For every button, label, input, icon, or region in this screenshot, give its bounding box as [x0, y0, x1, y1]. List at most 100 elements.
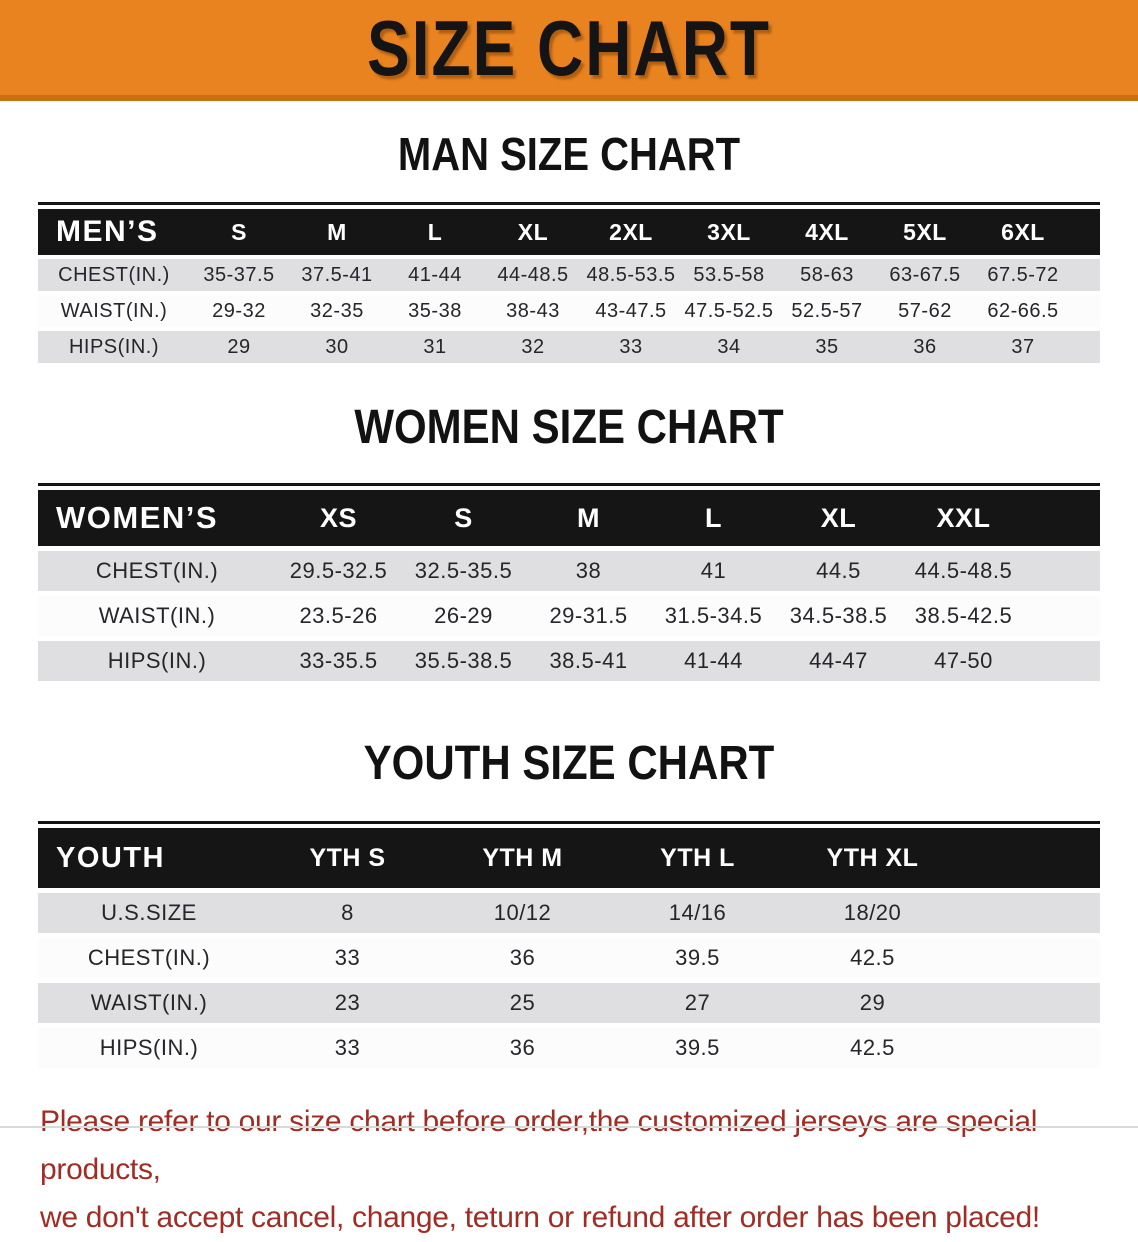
- size-value: 38.5-41: [549, 648, 628, 673]
- row-label: CHEST(IN.): [95, 558, 219, 583]
- size-value: 42.5: [850, 1035, 895, 1060]
- size-column-header: 4XL: [805, 218, 849, 245]
- size-column-header: S: [454, 502, 473, 533]
- size-value: 33: [334, 1035, 361, 1060]
- size-column-header: XL: [820, 502, 857, 533]
- row-label: HIPS(IN.): [107, 648, 207, 673]
- measurement-row: HIPS(IN.) 29 30 31 32 33 34 35 36 37: [38, 331, 1100, 363]
- size-value: 47-50: [934, 648, 993, 673]
- size-value: 37: [1011, 335, 1035, 358]
- size-column-header: M: [577, 502, 600, 533]
- size-value: 23.5-26: [299, 603, 378, 628]
- size-value: 41-44: [684, 648, 743, 673]
- size-value: 44-48.5: [497, 263, 569, 286]
- size-value: 63-67.5: [889, 263, 961, 286]
- disclaimer-line-1: Please refer to our size chart before or…: [40, 1105, 1038, 1186]
- measurement-row: WAIST(IN.) 23.5-26 26-29 29-31.5 31.5-34.5 34…: [38, 596, 1100, 636]
- measurement-row: HIPS(IN.) 33-35.5 35.5-38.5 38.5-41 41-44 44-…: [38, 641, 1100, 681]
- size-value: 67.5-72: [987, 263, 1059, 286]
- size-column-header: YTH M: [482, 843, 563, 872]
- row-label: WAIST(IN.): [90, 990, 208, 1015]
- size-value: 32: [521, 335, 545, 358]
- size-value: 33-35.5: [299, 648, 378, 673]
- size-value: 14/16: [668, 900, 727, 925]
- size-value: 23: [334, 990, 361, 1015]
- measurement-row: WAIST(IN.) 29-32 32-35 35-38 38-43 43-47.5 47.…: [38, 295, 1100, 327]
- size-value: 39.5: [675, 1035, 720, 1060]
- table-corner-label: MEN’S: [56, 215, 159, 248]
- size-value: 41-44: [408, 263, 462, 286]
- size-chart-banner: SIZE CHART: [0, 0, 1138, 101]
- size-value: 36: [509, 945, 536, 970]
- size-value: 35.5-38.5: [414, 648, 513, 673]
- size-value: 47.5-52.5: [684, 299, 774, 322]
- size-value: 8: [341, 900, 354, 925]
- size-column-header: L: [427, 218, 443, 245]
- row-label: WAIST(IN.): [60, 299, 168, 322]
- measurement-row: CHEST(IN.) 33 36 39.5 42.5: [38, 938, 1100, 978]
- size-value: 42.5: [850, 945, 895, 970]
- size-value: 36: [509, 1035, 536, 1060]
- size-column-header: 6XL: [1001, 218, 1045, 245]
- size-value: 44.5: [816, 558, 861, 583]
- order-disclaimer: Please refer to our size chart before or…: [0, 1098, 1138, 1242]
- size-column-header: S: [231, 218, 247, 245]
- size-value: 27: [684, 990, 711, 1015]
- size-value: 29-31.5: [549, 603, 628, 628]
- women-section-heading: WOMEN SIZE CHART: [354, 399, 784, 454]
- size-value: 35: [815, 335, 839, 358]
- size-value: 44.5-48.5: [914, 558, 1013, 583]
- table-corner-label: YOUTH: [56, 841, 165, 874]
- measurement-row: CHEST(IN.) 35-37.5 37.5-41 41-44 44-48.5 48.5…: [38, 259, 1100, 291]
- size-value: 62-66.5: [987, 299, 1059, 322]
- size-value: 38-43: [506, 299, 560, 322]
- page-title: SIZE CHART: [367, 3, 771, 92]
- size-column-header: XL: [517, 218, 549, 245]
- size-value: 10/12: [493, 900, 552, 925]
- women-size-table: WOMEN’S XS S M L XL XXL CHEST(IN.) 29.5-32.5 32.5…: [38, 483, 1100, 681]
- size-column-header: XXL: [936, 502, 991, 533]
- size-value: 52.5-57: [791, 299, 863, 322]
- measurement-row: CHEST(IN.) 29.5-32.5 32.5-35.5 38 41 44.5 44.5…: [38, 551, 1100, 591]
- men-section-heading: MAN SIZE CHART: [397, 129, 741, 181]
- size-value: 35-38: [408, 299, 462, 322]
- size-value: 37.5-41: [301, 263, 373, 286]
- size-value: 48.5-53.5: [586, 263, 676, 286]
- table-corner-label: WOMEN’S: [56, 500, 219, 535]
- size-column-header: YTH S: [309, 843, 386, 872]
- size-value: 39.5: [675, 945, 720, 970]
- measurement-row: HIPS(IN.) 33 36 39.5 42.5: [38, 1028, 1100, 1068]
- size-value: 35-37.5: [203, 263, 275, 286]
- size-column-header: YTH XL: [826, 843, 919, 872]
- size-value: 32.5-35.5: [414, 558, 513, 583]
- size-column-header: M: [327, 218, 347, 245]
- size-value: 25: [509, 990, 536, 1015]
- size-column-header: 5XL: [903, 218, 947, 245]
- row-label: WAIST(IN.): [98, 603, 216, 628]
- youth-size-table: YOUTH YTH S YTH M YTH L YTH XL U.S.SIZE 8 10/12…: [38, 821, 1100, 1068]
- size-value: 32-35: [310, 299, 364, 322]
- size-value: 38.5-42.5: [914, 603, 1013, 628]
- row-label: U.S.SIZE: [101, 900, 197, 925]
- table-header-row: MEN’S S M L XL 2XL 3XL 4XL 5XL 6XL: [38, 209, 1100, 255]
- size-value: 29: [859, 990, 886, 1015]
- size-value: 29: [227, 335, 251, 358]
- size-value: 58-63: [800, 263, 854, 286]
- size-column-header: YTH L: [660, 843, 735, 872]
- size-value: 57-62: [898, 299, 952, 322]
- measurement-row: WAIST(IN.) 23 25 27 29: [38, 983, 1100, 1023]
- measurement-row: U.S.SIZE 8 10/12 14/16 18/20: [38, 893, 1100, 933]
- table-header-row: WOMEN’S XS S M L XL XXL: [38, 490, 1100, 546]
- size-value: 29.5-32.5: [289, 558, 388, 583]
- size-column-header: XS: [319, 502, 358, 533]
- size-value: 30: [325, 335, 349, 358]
- size-column-header: 2XL: [609, 218, 653, 245]
- youth-section-heading: YOUTH SIZE CHART: [363, 735, 775, 790]
- size-value: 41: [700, 558, 727, 583]
- row-label: HIPS(IN.): [99, 1035, 199, 1060]
- size-value: 34: [717, 335, 741, 358]
- men-size-table: MEN’S S M L XL 2XL 3XL 4XL 5XL 6XL CHEST(IN.) 35-37…: [38, 202, 1100, 363]
- bottom-divider: [0, 1126, 1138, 1128]
- size-column-header: 3XL: [707, 218, 751, 245]
- row-label: HIPS(IN.): [68, 335, 160, 358]
